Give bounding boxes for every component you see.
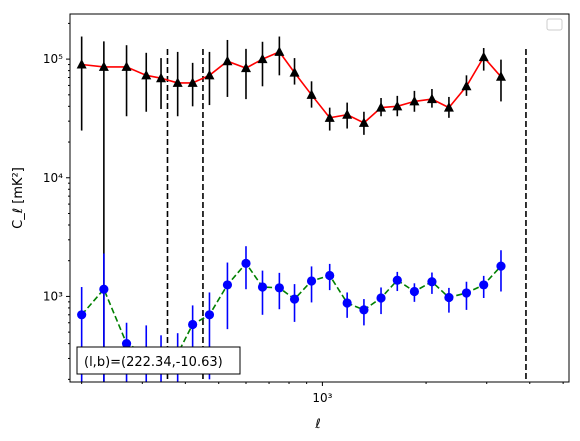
series-1-marker xyxy=(274,46,285,56)
series-1-marker xyxy=(392,100,403,111)
series-1-marker xyxy=(289,67,300,77)
series-1-marker xyxy=(240,62,251,73)
annotation-text: (l,b)=(222.34,-10.63) xyxy=(84,355,223,370)
series-2-marker xyxy=(77,310,87,320)
series-1-marker xyxy=(187,77,198,87)
series-2-marker xyxy=(376,293,386,303)
series-2-marker xyxy=(274,283,284,293)
series-2-marker xyxy=(289,294,300,304)
series-1-marker xyxy=(257,53,268,64)
series-1-marker xyxy=(461,80,472,91)
series-2-marker xyxy=(342,298,352,308)
series-1-marker xyxy=(76,59,87,69)
series-2-marker xyxy=(409,286,420,297)
series-2-marker xyxy=(392,275,402,285)
y-tick-label: 10⁴ xyxy=(43,171,63,185)
series-1-marker xyxy=(443,102,454,112)
annotation-box: (l,b)=(222.34,-10.63) xyxy=(76,346,241,375)
legend-box xyxy=(546,18,563,31)
series-2-marker xyxy=(479,280,489,290)
series-1-marker xyxy=(156,72,167,83)
x-tick-label: 10³ xyxy=(312,391,332,405)
series-1-marker xyxy=(172,77,183,87)
y-tick-label: 10⁵ xyxy=(43,52,63,66)
axes: 10³ 10⁴ 10⁵ 10³ xyxy=(43,22,564,405)
series-2-marker xyxy=(461,288,472,298)
plot-content xyxy=(76,36,527,382)
series-1-marker xyxy=(121,61,132,71)
x-axis-label: ℓ xyxy=(314,417,320,432)
series-1-marker xyxy=(409,95,420,106)
series-1-marker xyxy=(324,112,335,122)
series-1-marker xyxy=(222,55,233,66)
axes-frame xyxy=(69,13,570,383)
series-2-marker xyxy=(257,282,268,292)
series-1-marker xyxy=(204,69,215,80)
series-2-marker xyxy=(427,277,437,287)
series-2-marker xyxy=(359,305,369,315)
series-1-marker xyxy=(376,102,387,112)
series-1-marker xyxy=(306,89,317,99)
series-2-marker xyxy=(325,270,335,281)
series-2-marker xyxy=(204,310,215,320)
series-2-line xyxy=(81,261,502,362)
series-1-marker xyxy=(426,93,437,104)
series-1-marker xyxy=(141,69,152,80)
y-axis-label: C_ℓ [mK²] xyxy=(11,167,26,229)
series-1-marker xyxy=(478,51,489,62)
series-1-marker xyxy=(342,109,353,119)
y-tick-label: 10³ xyxy=(43,289,63,303)
series-2-marker xyxy=(121,339,132,349)
series-2-marker xyxy=(241,258,251,268)
series-2-marker xyxy=(496,261,506,271)
series-1-marker xyxy=(358,117,369,127)
series-1-marker xyxy=(495,71,506,81)
series-1-line xyxy=(81,50,502,124)
series-2-marker xyxy=(188,319,198,330)
series-2-marker xyxy=(444,292,454,303)
series-2-marker xyxy=(306,276,317,286)
series-1-marker xyxy=(98,61,109,71)
series-2-marker xyxy=(222,280,233,290)
series-2-marker xyxy=(99,284,109,294)
plot-area xyxy=(76,36,527,382)
